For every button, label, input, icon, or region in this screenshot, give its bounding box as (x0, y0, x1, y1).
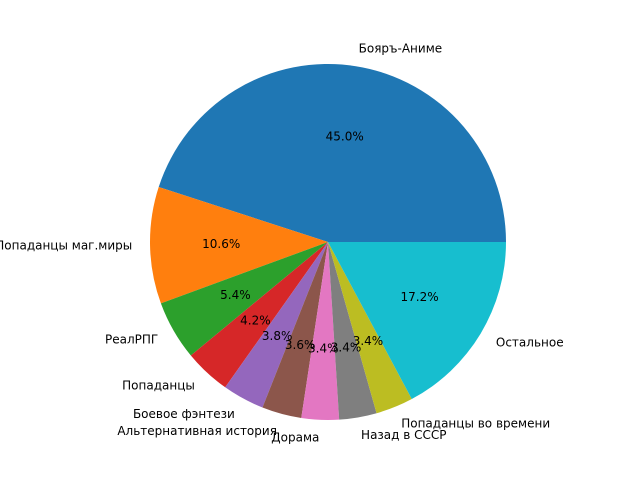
slice-percent-label: 3.8% (262, 329, 293, 343)
pie-slice (225, 242, 328, 408)
slice-percent-label: 3.4% (353, 334, 384, 348)
slice-label: Альтернативная история (117, 424, 277, 438)
slice-percent-label: 5.4% (220, 288, 251, 302)
pie-slice (328, 242, 412, 414)
slice-label: Бояръ-Аниме (359, 42, 443, 56)
slice-label: Остальное (496, 336, 564, 350)
pie-slice (301, 242, 340, 420)
slice-label: Назад в СССР (361, 428, 446, 442)
slice-percent-label: 45.0% (326, 130, 364, 144)
pie-slice (158, 64, 506, 242)
slice-percent-label: 3.4% (308, 342, 339, 356)
pie-slices (150, 64, 506, 420)
pie-slice (190, 242, 328, 388)
slice-label: Попаданцы маг.миры (0, 239, 132, 253)
pie-slice (150, 186, 328, 304)
pie-slice (160, 242, 328, 356)
pie-slice (328, 242, 377, 420)
slice-label: Боевое фэнтези (133, 407, 235, 421)
slice-label: Попаданцы во времени (401, 417, 550, 431)
slice-percent-label: 4.2% (240, 313, 271, 327)
slice-percent-label: 17.2% (401, 290, 439, 304)
pie-slice (328, 242, 506, 400)
slice-percent-label: 3.4% (331, 340, 362, 354)
slice-label: Дорама (271, 431, 319, 445)
pie-labels: Бояръ-Аниме 45.0% Попаданцы маг.миры 10.6% Р… (0, 42, 564, 445)
slice-label: Попаданцы (122, 379, 195, 393)
pie-slice (262, 242, 328, 418)
slice-label: РеалРПГ (105, 333, 158, 347)
slice-percent-label: 10.6% (202, 237, 240, 251)
slice-percent-label: 3.6% (285, 338, 316, 352)
